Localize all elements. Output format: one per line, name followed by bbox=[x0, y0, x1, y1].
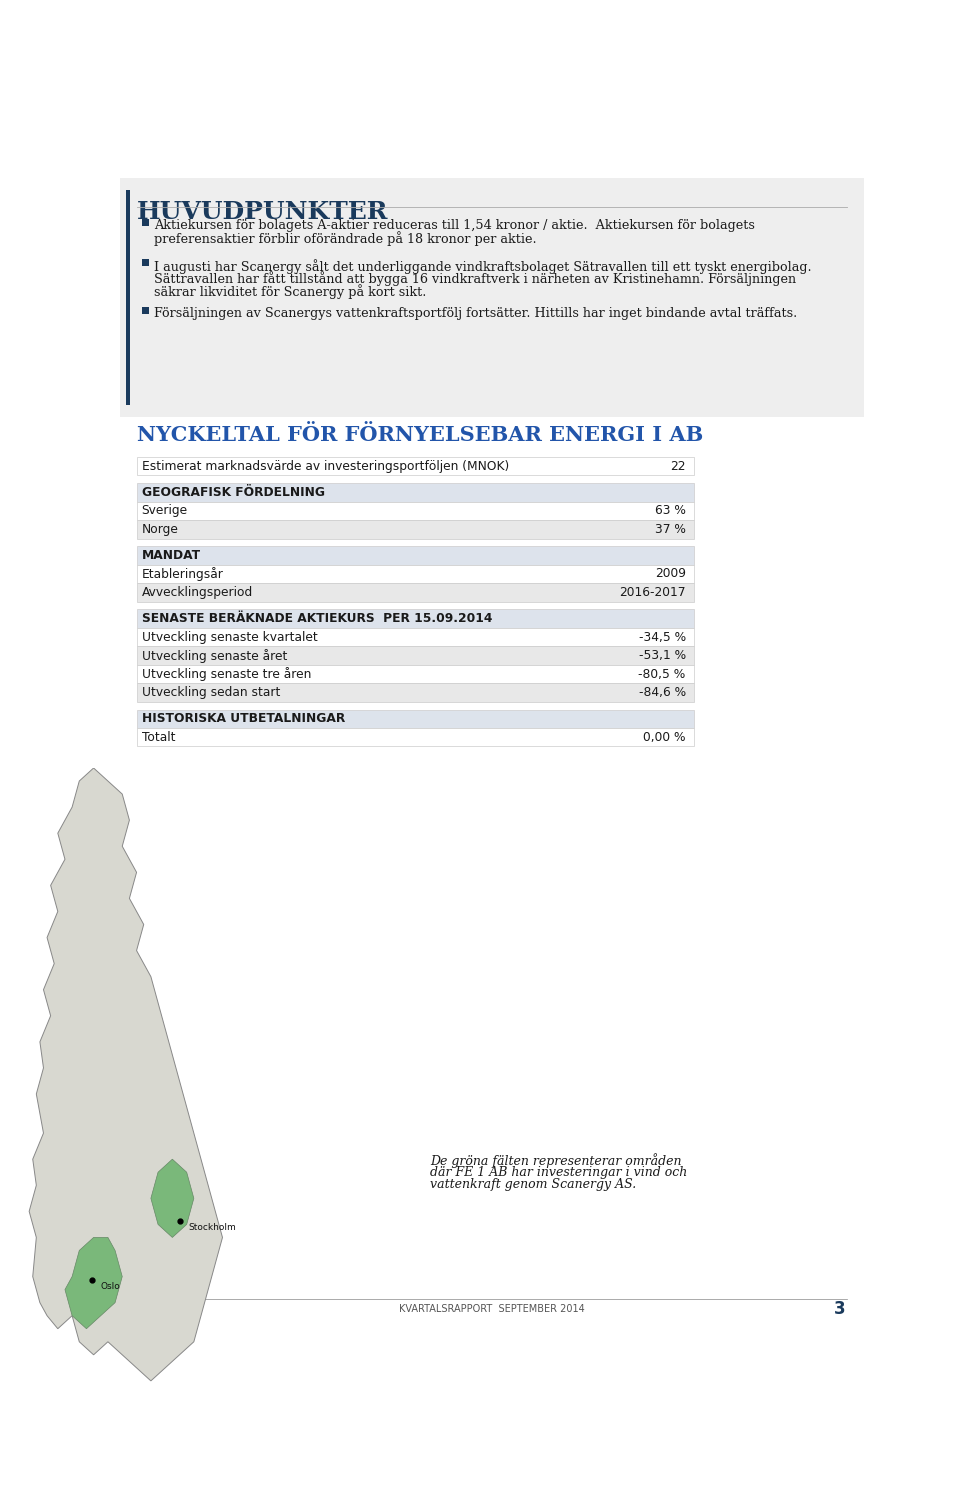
Polygon shape bbox=[29, 768, 223, 1381]
Text: 2009: 2009 bbox=[655, 567, 685, 581]
Bar bbox=[137, 564, 693, 584]
Bar bbox=[137, 683, 693, 702]
Text: Avvecklingsperiod: Avvecklingsperiod bbox=[142, 587, 252, 598]
Text: HUVUDPUNKTER: HUVUDPUNKTER bbox=[137, 200, 389, 224]
Text: I augusti har Scanergy sålt det underliggande vindkraftsbolaget Sätravallen till: I augusti har Scanergy sålt det underlig… bbox=[155, 258, 812, 273]
Text: Försäljningen av Scanergys vattenkraftsportfölj fortsätter. Hittills har inget b: Försäljningen av Scanergys vattenkraftsp… bbox=[155, 307, 798, 319]
Bar bbox=[142, 307, 149, 313]
Bar bbox=[137, 520, 693, 539]
Bar bbox=[137, 584, 693, 601]
Text: -80,5 %: -80,5 % bbox=[638, 668, 685, 680]
Text: Stockholm: Stockholm bbox=[188, 1224, 236, 1233]
Text: SENASTE BERÄKNADE AKTIEKURS  PER 15.09.2014: SENASTE BERÄKNADE AKTIEKURS PER 15.09.20… bbox=[142, 612, 492, 625]
Text: 63 %: 63 % bbox=[655, 505, 685, 517]
Bar bbox=[126, 190, 130, 405]
Text: OBLIGO: OBLIGO bbox=[139, 1307, 179, 1316]
Text: Estimerat marknadsvärde av investeringsportföljen (MNOK): Estimerat marknadsvärde av investeringsp… bbox=[142, 460, 509, 472]
Bar bbox=[137, 502, 693, 520]
Text: Sverige: Sverige bbox=[142, 505, 188, 517]
Bar bbox=[142, 218, 149, 226]
Bar bbox=[137, 609, 693, 628]
Polygon shape bbox=[65, 1237, 122, 1329]
Text: Sättravallen har fått tillstånd att bygga 16 vindkraftverk i närheten av Kristin: Sättravallen har fått tillstånd att bygg… bbox=[155, 272, 796, 287]
Text: där FE 1 AB har investeringar i vind och: där FE 1 AB har investeringar i vind och bbox=[430, 1166, 687, 1179]
Text: De gröna fälten representerar områden: De gröna fälten representerar områden bbox=[430, 1154, 682, 1169]
Text: Utveckling senaste kvartalet: Utveckling senaste kvartalet bbox=[142, 631, 318, 643]
Bar bbox=[137, 728, 693, 747]
Text: Utveckling senaste tre åren: Utveckling senaste tre åren bbox=[142, 667, 311, 682]
Text: vattenkraft genom Scanergy AS.: vattenkraft genom Scanergy AS. bbox=[430, 1178, 636, 1191]
Text: Aktiekursen för bolagets A-aktier reduceras till 1,54 kronor / aktie.  Aktiekurs: Aktiekursen för bolagets A-aktier reduce… bbox=[155, 218, 755, 232]
Text: 0,00 %: 0,00 % bbox=[643, 731, 685, 744]
Text: Norge: Norge bbox=[142, 523, 179, 536]
Text: 2016-2017: 2016-2017 bbox=[619, 587, 685, 598]
Text: NYCKELTAL FÖR FÖRNYELSEBAR ENERGI I AB: NYCKELTAL FÖR FÖRNYELSEBAR ENERGI I AB bbox=[137, 425, 704, 444]
Bar bbox=[137, 457, 693, 475]
Text: MANDAT: MANDAT bbox=[142, 549, 201, 561]
Text: KVARTALSRAPPORT  SEPTEMBER 2014: KVARTALSRAPPORT SEPTEMBER 2014 bbox=[399, 1304, 585, 1314]
Bar bbox=[137, 628, 693, 646]
Text: 3: 3 bbox=[834, 1301, 846, 1319]
Text: GEOGRAFISK FÖRDELNING: GEOGRAFISK FÖRDELNING bbox=[142, 486, 324, 499]
Text: -53,1 %: -53,1 % bbox=[638, 649, 685, 662]
Text: preferensaktier förblir oförändrade på 18 kronor per aktie.: preferensaktier förblir oförändrade på 1… bbox=[155, 232, 537, 247]
Bar bbox=[142, 258, 149, 266]
Bar bbox=[137, 1302, 190, 1317]
Text: 22: 22 bbox=[670, 460, 685, 472]
Text: Utveckling senaste året: Utveckling senaste året bbox=[142, 649, 287, 662]
Bar bbox=[137, 710, 693, 728]
Text: -34,5 %: -34,5 % bbox=[638, 631, 685, 643]
Text: HISTORISKA UTBETALNINGAR: HISTORISKA UTBETALNINGAR bbox=[142, 713, 345, 725]
Text: INVESTMENT MANAGEMENT: INVESTMENT MANAGEMENT bbox=[139, 1314, 212, 1319]
Text: Totalt: Totalt bbox=[142, 731, 175, 744]
Bar bbox=[137, 646, 693, 665]
Bar bbox=[120, 178, 864, 417]
Bar bbox=[137, 483, 693, 502]
Bar bbox=[137, 546, 693, 564]
Bar bbox=[137, 665, 693, 683]
Polygon shape bbox=[151, 1160, 194, 1237]
Bar bbox=[120, 417, 864, 454]
Text: säkrar likviditet för Scanergy på kort sikt.: säkrar likviditet för Scanergy på kort s… bbox=[155, 284, 426, 298]
Text: 37 %: 37 % bbox=[655, 523, 685, 536]
Text: Oslo: Oslo bbox=[101, 1282, 121, 1290]
Text: Etableringsår: Etableringsår bbox=[142, 567, 224, 581]
Text: Utveckling sedan start: Utveckling sedan start bbox=[142, 686, 280, 699]
Text: -84,6 %: -84,6 % bbox=[638, 686, 685, 699]
